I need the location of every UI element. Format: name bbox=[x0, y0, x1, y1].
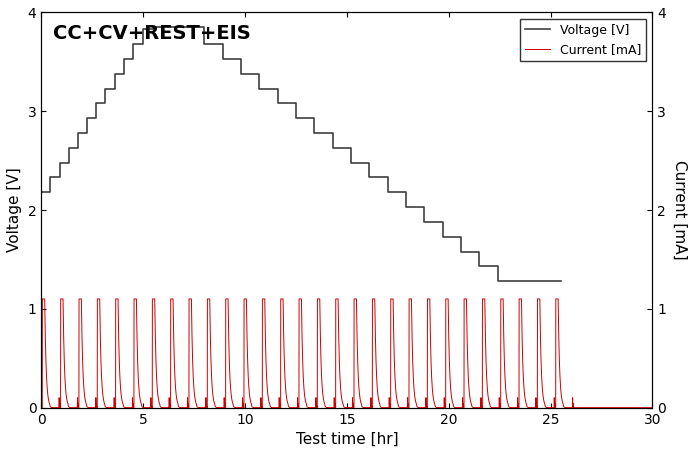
Voltage [V] bbox=[83, 115, 91, 121]
Legend: Voltage [V], Current [mA]: Voltage [V], Current [mA] bbox=[520, 19, 646, 61]
Voltage [V] bbox=[119, 71, 128, 76]
Voltage [V] bbox=[37, 189, 45, 195]
Voltage [V] bbox=[129, 56, 137, 62]
Current [mA] bbox=[468, 405, 477, 410]
Current [mA] bbox=[452, 405, 461, 410]
Voltage [V] bbox=[129, 41, 137, 47]
Voltage [V] bbox=[149, 25, 158, 30]
Current [mA] bbox=[228, 400, 237, 405]
Current [mA] bbox=[269, 405, 278, 410]
Voltage [V] bbox=[310, 130, 319, 136]
Line: Voltage [V]: Voltage [V] bbox=[41, 27, 561, 281]
Current [mA] bbox=[38, 296, 46, 302]
Voltage [V] bbox=[493, 278, 502, 284]
Current [mA] bbox=[585, 405, 593, 410]
Voltage [V] bbox=[110, 86, 119, 91]
Line: Current [mA]: Current [mA] bbox=[41, 299, 652, 408]
Current [mA] bbox=[648, 405, 657, 410]
Current [mA] bbox=[37, 405, 45, 410]
X-axis label: Test time [hr]: Test time [hr] bbox=[296, 432, 398, 447]
Y-axis label: Voltage [V]: Voltage [V] bbox=[7, 168, 22, 252]
Y-axis label: Current [mA]: Current [mA] bbox=[672, 160, 687, 260]
Text: CC+CV+REST+EIS: CC+CV+REST+EIS bbox=[53, 25, 251, 43]
Current [mA] bbox=[413, 404, 421, 409]
Voltage [V] bbox=[557, 278, 565, 284]
